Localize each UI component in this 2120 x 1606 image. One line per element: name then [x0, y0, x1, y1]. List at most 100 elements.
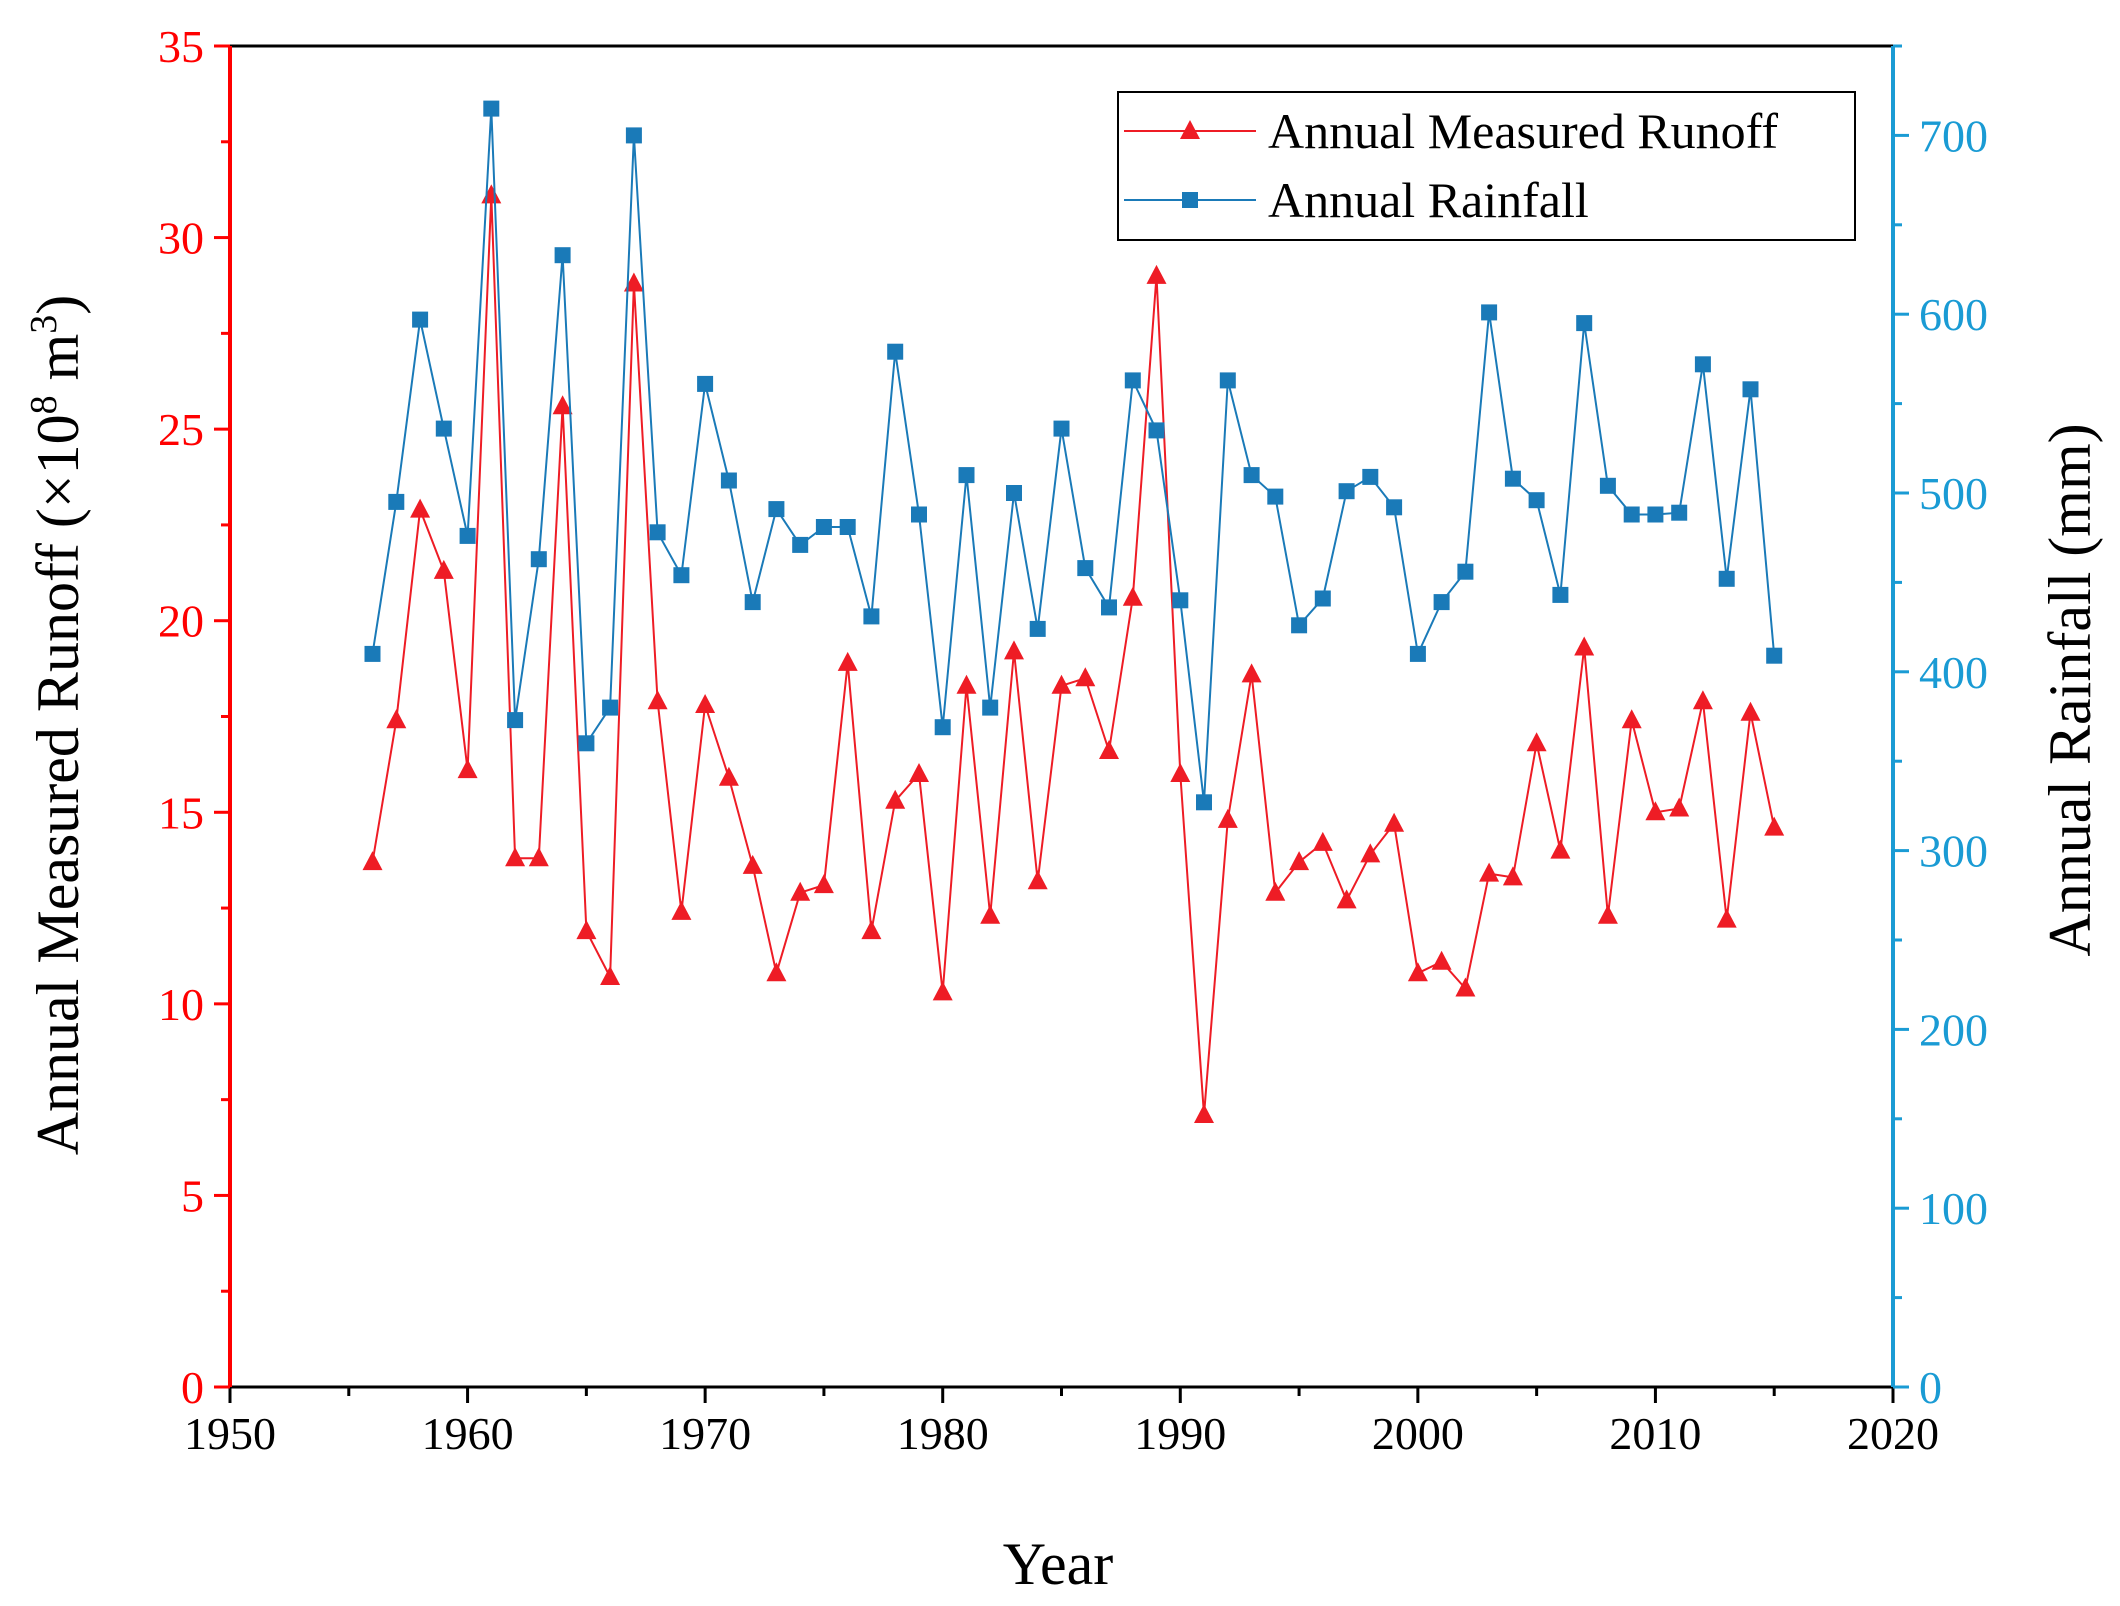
rainfall-point-1988 — [1124, 372, 1141, 389]
rainfall-point-1990 — [1172, 592, 1189, 609]
right-tick-label-400: 400 — [1919, 647, 1988, 698]
rainfall-point-1998 — [1362, 468, 1379, 485]
runoff-point-1994 — [1265, 881, 1286, 901]
runoff-point-1978 — [885, 789, 906, 809]
rainfall-point-1963 — [530, 551, 547, 568]
x-tick-label-1950: 1950 — [184, 1408, 276, 1459]
rainfall-point-2004 — [1504, 470, 1521, 487]
rainfall-point-1999 — [1386, 499, 1403, 516]
rainfall-point-1978 — [887, 343, 904, 360]
rainfall-point-1977 — [863, 608, 880, 625]
runoff-point-2010 — [1645, 801, 1666, 821]
right-y-axis: 0 100 200 300 400 500 600 700 — [1893, 44, 1988, 1413]
rainfall-point-1965 — [578, 735, 595, 752]
left-axis-title: Annual Measured Runoff (×108 m3) — [23, 295, 91, 1156]
left-axis-title-sup-3: 3 — [23, 315, 65, 334]
runoff-point-1963 — [528, 847, 549, 867]
runoff-point-1986 — [1075, 667, 1096, 687]
rainfall-point-1997 — [1338, 483, 1355, 500]
runoff-point-2001 — [1431, 950, 1452, 970]
legend-rainfall-label: Annual Rainfall — [1268, 172, 1589, 228]
rainfall-point-1969 — [673, 567, 690, 584]
runoff-point-2011 — [1669, 797, 1690, 817]
runoff-point-1970 — [695, 694, 716, 713]
runoff-point-1965 — [576, 920, 597, 940]
rainfall-point-1968 — [649, 524, 666, 541]
runoff-point-1980 — [932, 981, 953, 1001]
runoff-point-2006 — [1550, 839, 1571, 859]
rainfall-point-2001 — [1433, 594, 1450, 611]
legend-runoff-marker — [1180, 120, 1200, 139]
runoff-point-1967 — [623, 272, 644, 292]
plot-frame — [228, 44, 1895, 1389]
rainfall-point-2002 — [1457, 563, 1474, 580]
legend-rainfall-marker — [1182, 192, 1198, 208]
runoff-point-1979 — [909, 763, 929, 782]
runoff-point-2014 — [1740, 701, 1761, 721]
rainfall-point-2014 — [1742, 381, 1759, 398]
runoff-point-1958 — [410, 498, 431, 518]
rainfall-point-1979 — [911, 506, 927, 523]
left-tick-label-25: 25 — [158, 404, 204, 455]
left-axis-title-sup-8: 8 — [23, 395, 65, 414]
left-tick-label-0: 0 — [181, 1362, 204, 1413]
rainfall-series — [364, 100, 1783, 811]
x-tick-label-1980: 1980 — [897, 1408, 989, 1459]
rainfall-point-2011 — [1671, 504, 1688, 521]
runoff-point-1964 — [552, 395, 573, 415]
rainfall-point-1985 — [1053, 420, 1070, 437]
runoff-point-1968 — [647, 690, 668, 710]
runoff-point-1998 — [1360, 843, 1381, 863]
legend: Annual Measured Runoff Annual Rainfall — [1117, 91, 1856, 241]
rainfall-point-2013 — [1718, 570, 1735, 587]
rainfall-point-1966 — [602, 699, 619, 716]
rainfall-point-1992 — [1219, 372, 1236, 389]
left-tick-label-20: 20 — [158, 596, 204, 647]
right-tick-label-100: 100 — [1919, 1183, 1988, 1234]
rainfall-point-1956 — [364, 645, 381, 662]
runoff-point-1975 — [813, 874, 834, 894]
left-tick-label-35: 35 — [158, 21, 204, 72]
rainfall-point-1964 — [554, 247, 571, 264]
rainfall-point-1970 — [697, 375, 714, 392]
runoff-point-1969 — [671, 900, 692, 920]
runoff-point-1989 — [1146, 264, 1167, 284]
runoff-point-2013 — [1716, 908, 1737, 928]
runoff-point-1995 — [1289, 851, 1310, 871]
rainfall-point-1995 — [1291, 617, 1308, 634]
x-tick-label-2010: 2010 — [1609, 1408, 1701, 1459]
right-tick-label-300: 300 — [1919, 826, 1988, 877]
runoff-point-2005 — [1526, 732, 1547, 752]
runoff-point-1973 — [766, 962, 787, 982]
right-tick-label-600: 600 — [1919, 289, 1988, 340]
runoff-line — [371, 195, 1776, 1116]
legend-runoff-label: Annual Measured Runoff — [1268, 103, 1778, 159]
runoff-point-1984 — [1027, 870, 1048, 890]
x-axis-title: Year — [1003, 1531, 1114, 1597]
runoff-point-1961 — [481, 184, 502, 204]
runoff-point-1974 — [790, 881, 811, 901]
rainfall-point-1996 — [1314, 590, 1331, 607]
rainfall-point-1962 — [507, 712, 524, 729]
x-tick-label-2020: 2020 — [1847, 1408, 1939, 1459]
series-layer — [362, 100, 1785, 1123]
x-tick-label-1970: 1970 — [659, 1408, 751, 1459]
runoff-point-1960 — [457, 759, 478, 779]
runoff-point-1959 — [433, 559, 454, 579]
runoff-point-1982 — [980, 904, 1001, 924]
runoff-point-2000 — [1407, 962, 1428, 982]
runoff-point-1981 — [956, 674, 977, 694]
right-axis-title: Annual Rainfall (mm) — [2037, 423, 2103, 956]
right-tick-label-500: 500 — [1919, 468, 1988, 519]
runoff-point-1971 — [718, 766, 739, 786]
rainfall-point-1960 — [459, 527, 476, 544]
runoff-point-2008 — [1597, 904, 1618, 924]
runoff-point-1987 — [1099, 740, 1119, 759]
rainfall-point-2009 — [1623, 506, 1640, 523]
rainfall-point-1973 — [768, 501, 785, 518]
runoff-point-2003 — [1479, 862, 1500, 882]
rainfall-point-1994 — [1267, 488, 1284, 505]
right-tick-label-0: 0 — [1919, 1362, 1942, 1413]
legend-box — [1117, 91, 1856, 241]
